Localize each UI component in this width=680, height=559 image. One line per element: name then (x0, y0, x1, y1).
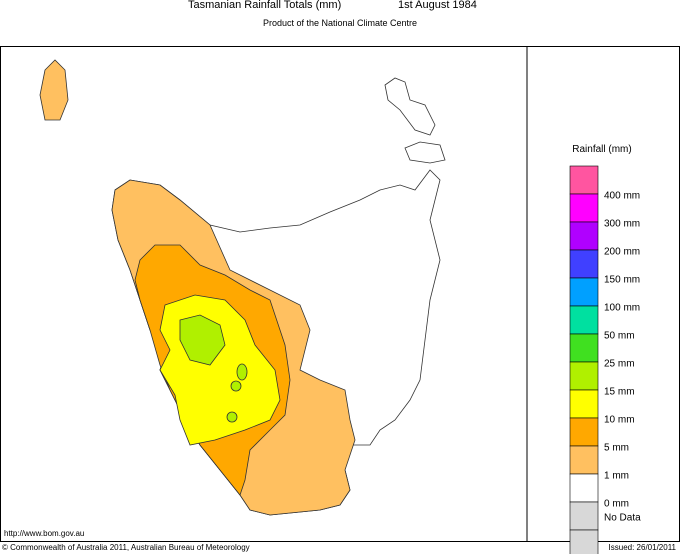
legend-label: No Data (604, 513, 641, 524)
legend-swatch (569, 333, 599, 363)
legend-swatch (569, 277, 599, 307)
legend-label: 100 mm (604, 303, 640, 314)
legend-swatch (569, 305, 599, 335)
legend-swatch (569, 417, 599, 447)
region-15mm (230, 380, 242, 392)
legend-label: 150 mm (604, 275, 640, 286)
legend-label: 5 mm (604, 443, 629, 454)
region-15mm (236, 363, 248, 381)
legend-label: 10 mm (604, 415, 635, 426)
legend: 400 mm 300 mm 200 mm 150 mm 100 mm 50 mm 25 mm… (569, 165, 640, 559)
flinders-island (384, 77, 436, 136)
subtitle: Product of the National Climate Centre (263, 18, 417, 28)
cape-barren-island (404, 141, 446, 164)
legend-swatch (569, 501, 599, 531)
legend-swatch (569, 221, 599, 251)
issued: Issued: 26/01/2011 (609, 543, 677, 552)
legend-swatch (569, 445, 599, 475)
legend-swatch (569, 361, 599, 391)
legend-label: 0 mm (604, 499, 629, 510)
legend-swatch (569, 165, 599, 195)
title: Tasmanian Rainfall Totals (mm) (188, 0, 341, 11)
date: 1st August 1984 (398, 0, 477, 11)
legend-label: 15 mm (604, 387, 635, 398)
legend-swatch (569, 473, 599, 503)
legend-label: 25 mm (604, 359, 635, 370)
region-15mm (179, 314, 226, 366)
legend-swatch (569, 249, 599, 279)
map (39, 59, 446, 516)
legend-label: 400 mm (604, 191, 640, 202)
legend-label: 300 mm (604, 219, 640, 230)
copyright: © Commonwealth of Australia 2011, Austra… (2, 543, 250, 552)
legend-label: 200 mm (604, 247, 640, 258)
legend-swatch (569, 389, 599, 419)
legend-swatch (569, 529, 599, 559)
king-island (39, 59, 69, 121)
legend-label: 50 mm (604, 331, 635, 342)
legend-title: Rainfall (mm) (572, 144, 631, 155)
legend-label: 1 mm (604, 471, 629, 482)
url: http://www.bom.gov.au (4, 529, 84, 538)
region-15mm (226, 411, 238, 423)
legend-swatch (569, 193, 599, 223)
